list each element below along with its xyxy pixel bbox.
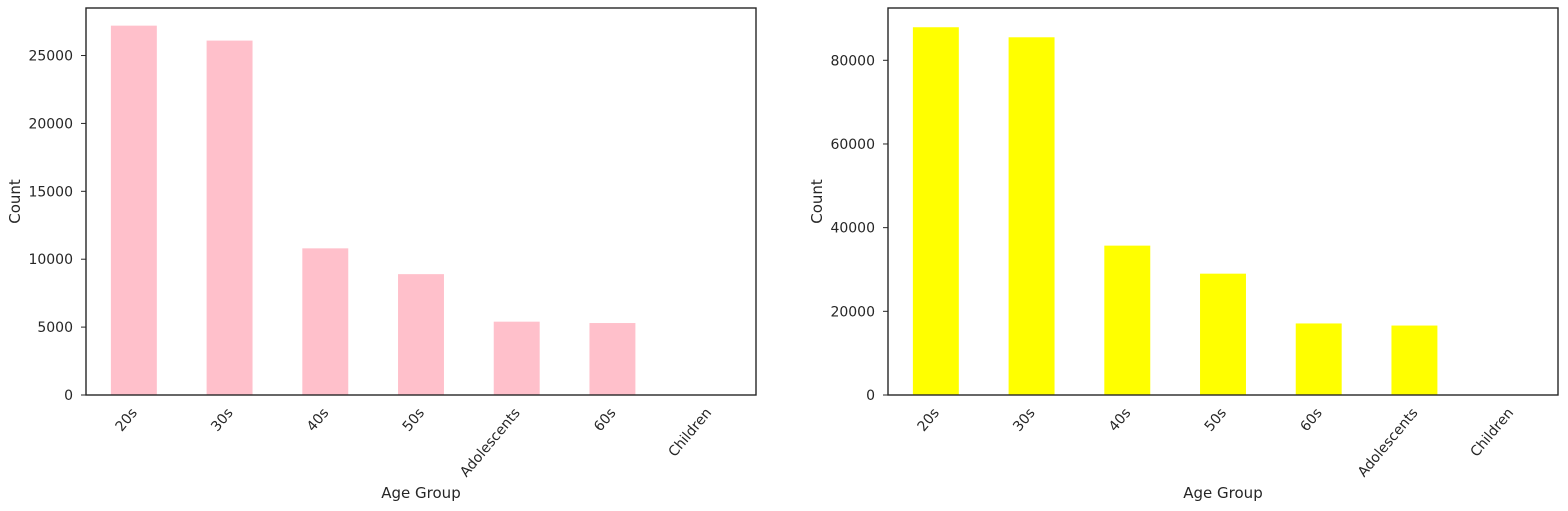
right-bar-40s xyxy=(1104,245,1151,395)
right-x-axis: 20s 30s 40s 50s 60s Adolescents Children xyxy=(915,405,1518,480)
left-y-tick-label: 10000 xyxy=(28,252,73,268)
left-bar-60s xyxy=(589,323,636,395)
left-plot-frame xyxy=(85,7,757,396)
left-y-axis-label: Count xyxy=(6,179,24,224)
right-bar-20s xyxy=(912,27,959,396)
left-x-tick-label: 50s xyxy=(400,405,428,435)
right-x-axis-label: Age Group xyxy=(1183,484,1262,502)
right-bar-adolescents xyxy=(1391,325,1438,395)
right-y-tick-label: 60000 xyxy=(830,137,875,153)
right-y-tick-label: 0 xyxy=(866,388,875,404)
right-bar-50s xyxy=(1200,273,1246,395)
right-y-tick-label: 40000 xyxy=(830,221,875,237)
left-y-tick-label: 20000 xyxy=(28,116,73,132)
left-bar-30s xyxy=(206,40,253,395)
left-x-axis: 20s 30s 40s 50s Adolescents 60s Children xyxy=(113,405,716,480)
right-x-tick-label: Children xyxy=(1468,405,1518,460)
right-chart-panel: 0 20000 40000 60000 80000 20s 30s 40s 50s 60s Ado… xyxy=(808,7,1559,502)
left-x-tick-label: 20s xyxy=(113,405,141,435)
left-y-tick-label: 25000 xyxy=(28,49,73,65)
right-x-tick-label: 30s xyxy=(1010,405,1038,435)
left-y-tick-label: 0 xyxy=(64,388,73,404)
right-y-tick-label: 20000 xyxy=(830,304,875,320)
right-y-axis-label: Count xyxy=(808,179,826,224)
left-x-axis-label: Age Group xyxy=(381,484,460,502)
right-bar-30s xyxy=(1008,37,1055,395)
left-chart-panel: 0 5000 10000 15000 20000 25000 20s 30s 40s 50s Ad… xyxy=(6,7,757,502)
left-x-tick-label: 30s xyxy=(208,405,236,435)
right-bar-60s xyxy=(1295,323,1342,395)
right-bars xyxy=(912,27,1438,396)
right-y-axis: 0 20000 40000 60000 80000 xyxy=(830,53,888,404)
left-y-axis: 0 5000 10000 15000 20000 25000 xyxy=(28,49,86,404)
right-x-tick-label: 40s xyxy=(1106,405,1134,435)
right-x-tick-label: Adolescents xyxy=(1355,405,1422,480)
right-x-tick-label: 60s xyxy=(1297,405,1325,435)
left-bars xyxy=(110,25,636,396)
left-y-tick-label: 5000 xyxy=(37,320,73,336)
right-x-tick-label: 20s xyxy=(915,405,943,435)
left-x-tick-label: 60s xyxy=(591,405,619,435)
left-x-tick-label: Children xyxy=(666,405,716,460)
left-bar-50s xyxy=(398,274,444,395)
left-x-tick-label: 40s xyxy=(304,405,332,435)
left-y-tick-label: 15000 xyxy=(28,184,73,200)
left-x-tick-label: Adolescents xyxy=(457,405,524,480)
right-plot-frame xyxy=(887,7,1559,396)
right-x-tick-label: 50s xyxy=(1202,405,1230,435)
left-bar-20s xyxy=(110,25,157,396)
left-bar-adolescents xyxy=(493,321,540,395)
left-bar-40s xyxy=(302,248,349,395)
right-y-tick-label: 80000 xyxy=(830,53,875,69)
